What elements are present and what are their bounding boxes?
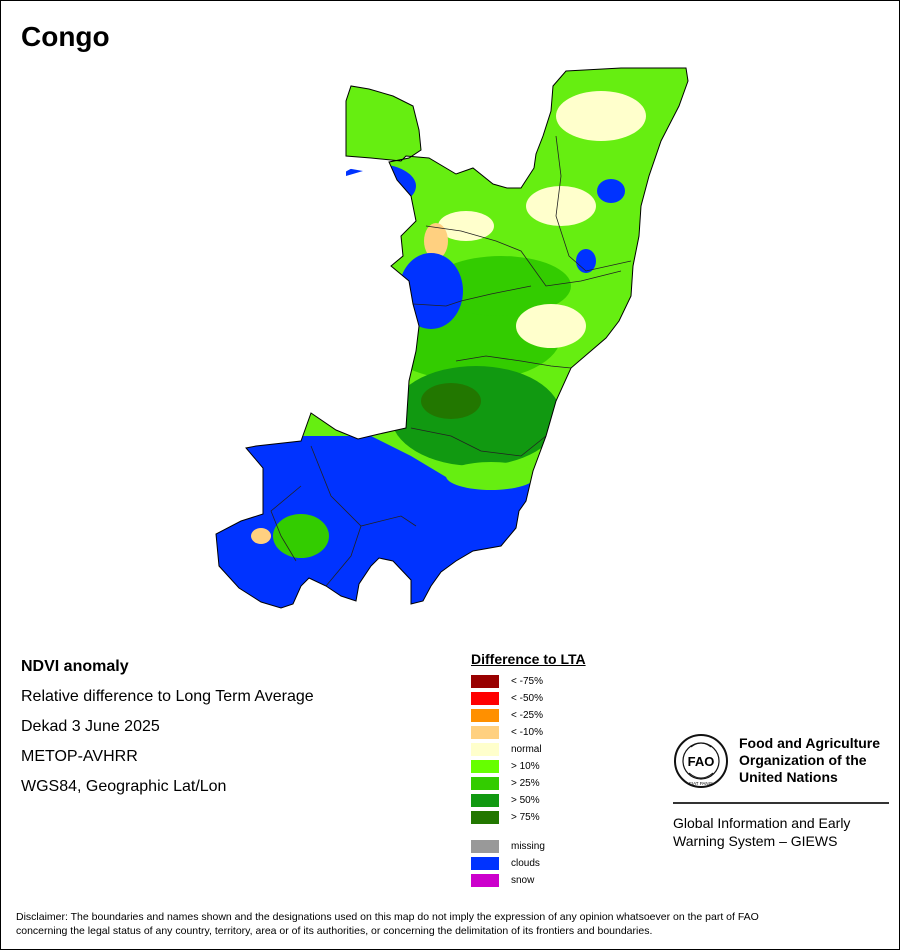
legend-label: > 25% [511,778,540,789]
disclaimer-line1: Disclaimer: The boundaries and names sho… [16,911,759,923]
fao-logo-icon: FAO FIAT PANIS [674,734,728,788]
legend-item: < -25% [471,707,611,724]
disclaimer-line2: concerning the legal status of any count… [16,925,653,937]
normal-zone-cuvette [516,304,586,348]
giews-name: Global Information and Early Warning Sys… [673,814,850,850]
cloud-zone-northwest [336,164,416,208]
product-sensor: METOP-AVHRR [21,748,138,765]
cloud-zone-east-1 [597,179,625,203]
veg-gt25-zone-north [431,256,571,316]
veg-zone-pool [446,462,536,490]
ndvi-anomaly-map [215,67,689,609]
country-outline [215,67,689,609]
fao-logo-letters: FAO [688,754,715,769]
legend-label: snow [511,875,535,886]
giews-line2: Warning System – GIEWS [673,833,838,849]
product-heading: NDVI anomaly [21,658,129,675]
legend-label: < -75% [511,676,543,687]
veg-gt50-zone [391,366,561,466]
normal-zone-likouala [526,186,596,226]
legend-swatch [471,794,499,807]
legend-label: > 50% [511,795,540,806]
map-info-block: NDVI anomaly Relative difference to Long… [21,656,314,806]
legend-swatch [471,692,499,705]
map-title: Congo [21,21,110,52]
legend-swatch [471,709,499,722]
legend-label: < -50% [511,693,543,704]
legend-items: < -75% < -50% < -25% < -10% normal > 10% > 25%… [471,673,611,889]
legend-item: > 25% [471,775,611,792]
legend-swatch [471,840,499,853]
legend-label: < -10% [511,727,543,738]
legend-item: > 10% [471,758,611,775]
fao-name-line2: Organization of the [739,752,867,768]
legend-item: < -75% [471,673,611,690]
legend-item: > 50% [471,792,611,809]
veg-zone-southwest [273,514,329,558]
legend-swatch [471,760,499,773]
product-description: Relative difference to Long Term Average [21,688,314,705]
legend-item: < -10% [471,724,611,741]
legend-item: > 75% [471,809,611,826]
legend-title: Difference to LTA [471,651,586,667]
legend-label: normal [511,744,542,755]
lt10-zone-coast [251,528,271,544]
fao-name: Food and Agriculture Organization of the… [739,735,880,786]
legend-item: clouds [471,855,611,872]
disclaimer: Disclaimer: The boundaries and names sho… [16,910,886,938]
fao-name-line1: Food and Agriculture [739,735,881,751]
fao-logo-motto: FIAT PANIS [689,781,713,786]
cloud-zone-cuvette-ouest [399,253,463,329]
legend-item: < -50% [471,690,611,707]
legend-item: normal [471,741,611,758]
legend-swatch [471,675,499,688]
legend-swatch [471,874,499,887]
legend-item: missing [471,838,611,855]
fao-name-line3: United Nations [739,769,838,785]
giews-line1: Global Information and Early [673,815,851,831]
normal-zone-sangha [438,211,494,241]
legend-label: missing [511,841,545,852]
veg-gt75-zone [421,383,481,419]
legend-swatch [471,726,499,739]
legend-swatch [471,811,499,824]
fao-divider [673,802,889,804]
legend-item: snow [471,872,611,889]
product-period: Dekad 3 June 2025 [21,718,160,735]
legend-label: > 75% [511,812,540,823]
normal-zone-north [556,91,646,141]
legend-label: < -25% [511,710,543,721]
department-boundaries [270,135,632,587]
legend-swatch [471,857,499,870]
lt10-zone [424,223,448,259]
legend: Difference to LTA < -75% < -50% < -25% < -1… [471,651,611,889]
legend-label: > 10% [511,761,540,772]
legend-swatch [471,777,499,790]
legend-label: clouds [511,858,540,869]
product-projection: WGS84, Geographic Lat/Lon [21,778,227,795]
legend-swatch [471,743,499,756]
